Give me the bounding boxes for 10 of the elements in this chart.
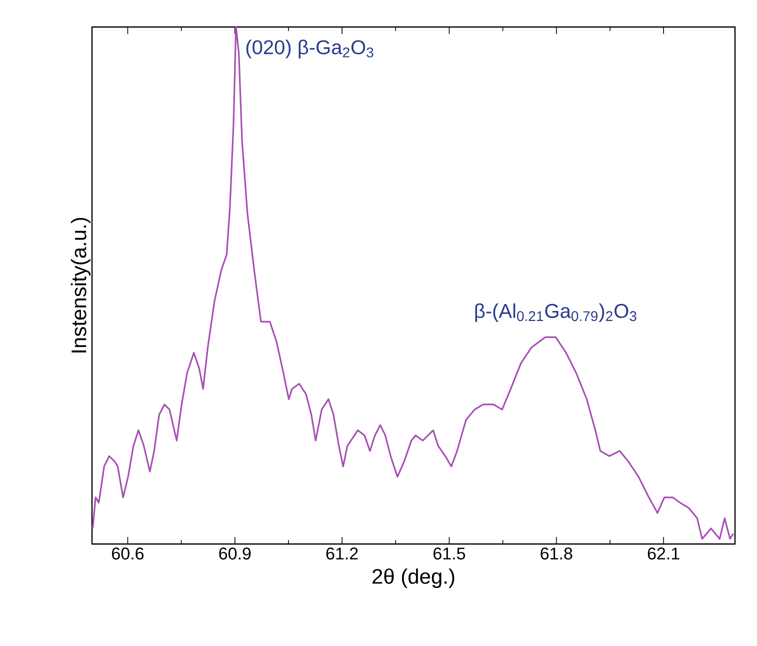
x-tick-label: 60.6	[112, 548, 144, 560]
y-axis-title: Instensity(a.u.)	[70, 218, 90, 352]
annotation: β-(Al$_{0.21}$Ga$_{0.79}$)$_{2}$O$_{3}$	[475, 303, 636, 322]
x-tick-label: 62.1	[648, 548, 680, 560]
x-tick-label: 61.2	[326, 548, 358, 560]
x-axis-title: 2θ (deg.)	[372, 568, 454, 588]
x-tick-label: 61.5	[434, 548, 466, 560]
annotation: (020) β-Ga$_{2}$O$_{3}$	[246, 40, 374, 58]
x-tick-label: 60.9	[219, 548, 251, 560]
x-tick-label: 61.8	[540, 548, 572, 560]
